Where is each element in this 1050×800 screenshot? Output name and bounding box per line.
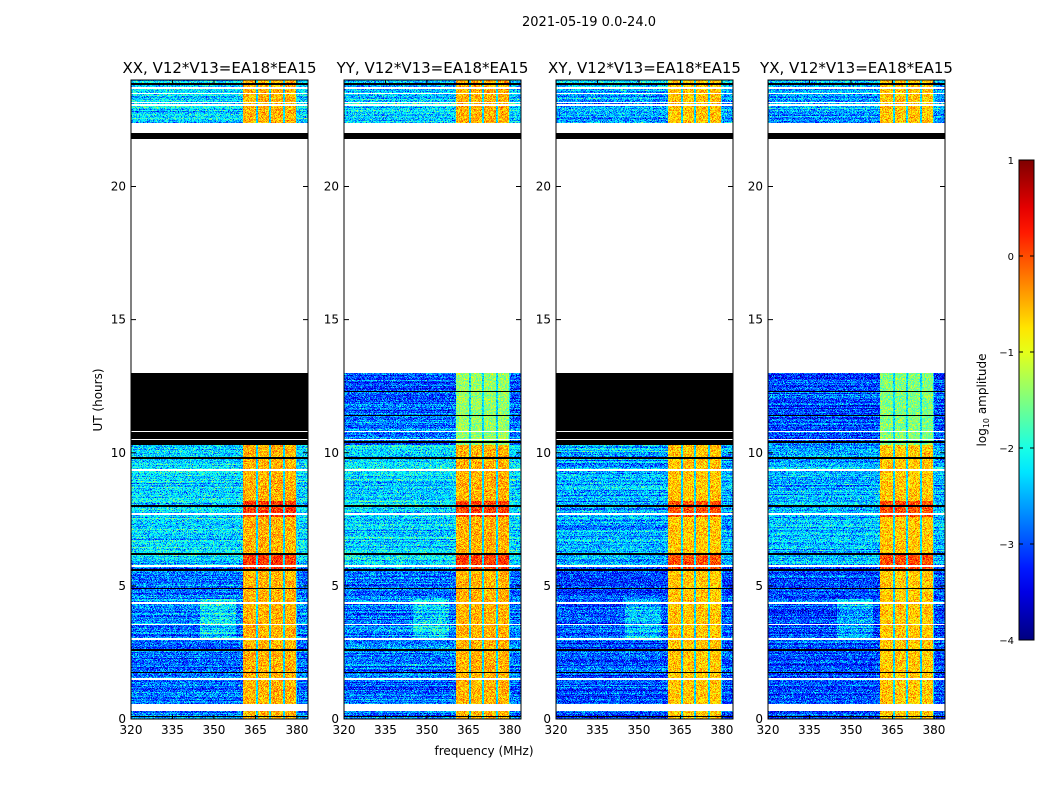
x-tick-label: 380: [710, 723, 733, 737]
y-tick-label: 15: [111, 313, 126, 327]
y-tick-label: 0: [755, 712, 763, 726]
y-tick-label: 10: [536, 446, 551, 460]
y-tick-label: 5: [543, 579, 551, 593]
y-tick-label: 20: [536, 180, 551, 194]
y-tick-label: 10: [748, 446, 763, 460]
axes-frame: [130, 79, 309, 720]
x-tick-label: 320: [545, 723, 568, 737]
x-tick-label: 365: [669, 723, 692, 737]
y-axis-label: UT (hours): [91, 368, 105, 431]
subplot-title: YX, V12*V13=EA18*EA15: [759, 59, 953, 77]
y-tick-label: 15: [324, 313, 339, 327]
y-tick-label: 5: [331, 579, 339, 593]
subplot-2: YY, V12*V13=EA18*EA15 320 335 350 365 380 0 5 10…: [324, 59, 529, 737]
x-tick-label: 365: [244, 723, 267, 737]
x-tick-label: 380: [285, 723, 308, 737]
x-tick-label: 380: [922, 723, 945, 737]
y-tick-label: 20: [111, 180, 126, 194]
colorbar-gradient: [1018, 159, 1035, 641]
x-axis-label: frequency (MHz): [434, 744, 533, 758]
y-tick-label: 15: [536, 313, 551, 327]
colorbar-label-log: log: [975, 428, 989, 446]
heatmap-panel-2: [344, 80, 521, 719]
subplot-title: YY, V12*V13=EA18*EA15: [336, 59, 529, 77]
axes-frame: [767, 79, 946, 720]
heatmap-panel-3: [556, 80, 733, 719]
colorbar-tick-label: 0: [1008, 252, 1014, 263]
x-tick-label: 365: [457, 723, 480, 737]
x-tick-label: 320: [757, 723, 780, 737]
colorbar: −4 −3 −2 −1 0 1 log10 amplitude: [975, 156, 1035, 647]
x-tick-label: 335: [374, 723, 397, 737]
colorbar-tick-label: −1: [999, 348, 1014, 359]
y-tick-label: 10: [324, 446, 339, 460]
colorbar-tick-label: 1: [1008, 156, 1014, 167]
subplot-title: XY, V12*V13=EA18*EA15: [548, 59, 741, 77]
y-tick-label: 0: [331, 712, 339, 726]
x-tick-label: 320: [333, 723, 356, 737]
x-tick-label: 320: [120, 723, 143, 737]
colorbar-label: log10 amplitude: [975, 354, 991, 447]
x-tick-label: 335: [161, 723, 184, 737]
x-tick-label: 350: [628, 723, 651, 737]
heatmap-panel-4: [768, 80, 945, 719]
y-tick-label: 0: [118, 712, 126, 726]
y-tick-label: 5: [755, 579, 763, 593]
x-tick-label: 365: [881, 723, 904, 737]
x-tick-label: 380: [498, 723, 521, 737]
y-tick-label: 5: [118, 579, 126, 593]
y-tick-label: 20: [748, 180, 763, 194]
colorbar-tick-label: −3: [999, 540, 1014, 551]
x-tick-label: 335: [798, 723, 821, 737]
figure-title: 2021-05-19 0.0-24.0: [522, 15, 656, 30]
y-tick-label: 0: [543, 712, 551, 726]
x-tick-label: 350: [416, 723, 439, 737]
colorbar-tick-label: −4: [999, 636, 1014, 647]
colorbar-label-sub: 10: [982, 418, 991, 428]
subplot-1: XX, V12*V13=EA18*EA15 320 335 350 365 380 0 5 10…: [111, 59, 317, 737]
colorbar-tick-label: −2: [999, 444, 1014, 455]
y-tick-label: 10: [111, 446, 126, 460]
x-tick-label: 335: [586, 723, 609, 737]
subplot-3: XY, V12*V13=EA18*EA15 320 335 350 365 380 0 5 10…: [536, 59, 741, 737]
axes-frame: [343, 79, 522, 720]
subplot-4: YX, V12*V13=EA18*EA15 320 335 350 365 380 0 5 10…: [748, 59, 953, 737]
x-tick-label: 350: [840, 723, 863, 737]
y-tick-label: 20: [324, 180, 339, 194]
y-tick-label: 15: [748, 313, 763, 327]
colorbar-label-suffix: amplitude: [975, 354, 989, 418]
x-tick-label: 350: [203, 723, 226, 737]
axes-frame: [555, 79, 734, 720]
heatmap-panel-1: [131, 80, 308, 719]
subplot-title: XX, V12*V13=EA18*EA15: [122, 59, 316, 77]
